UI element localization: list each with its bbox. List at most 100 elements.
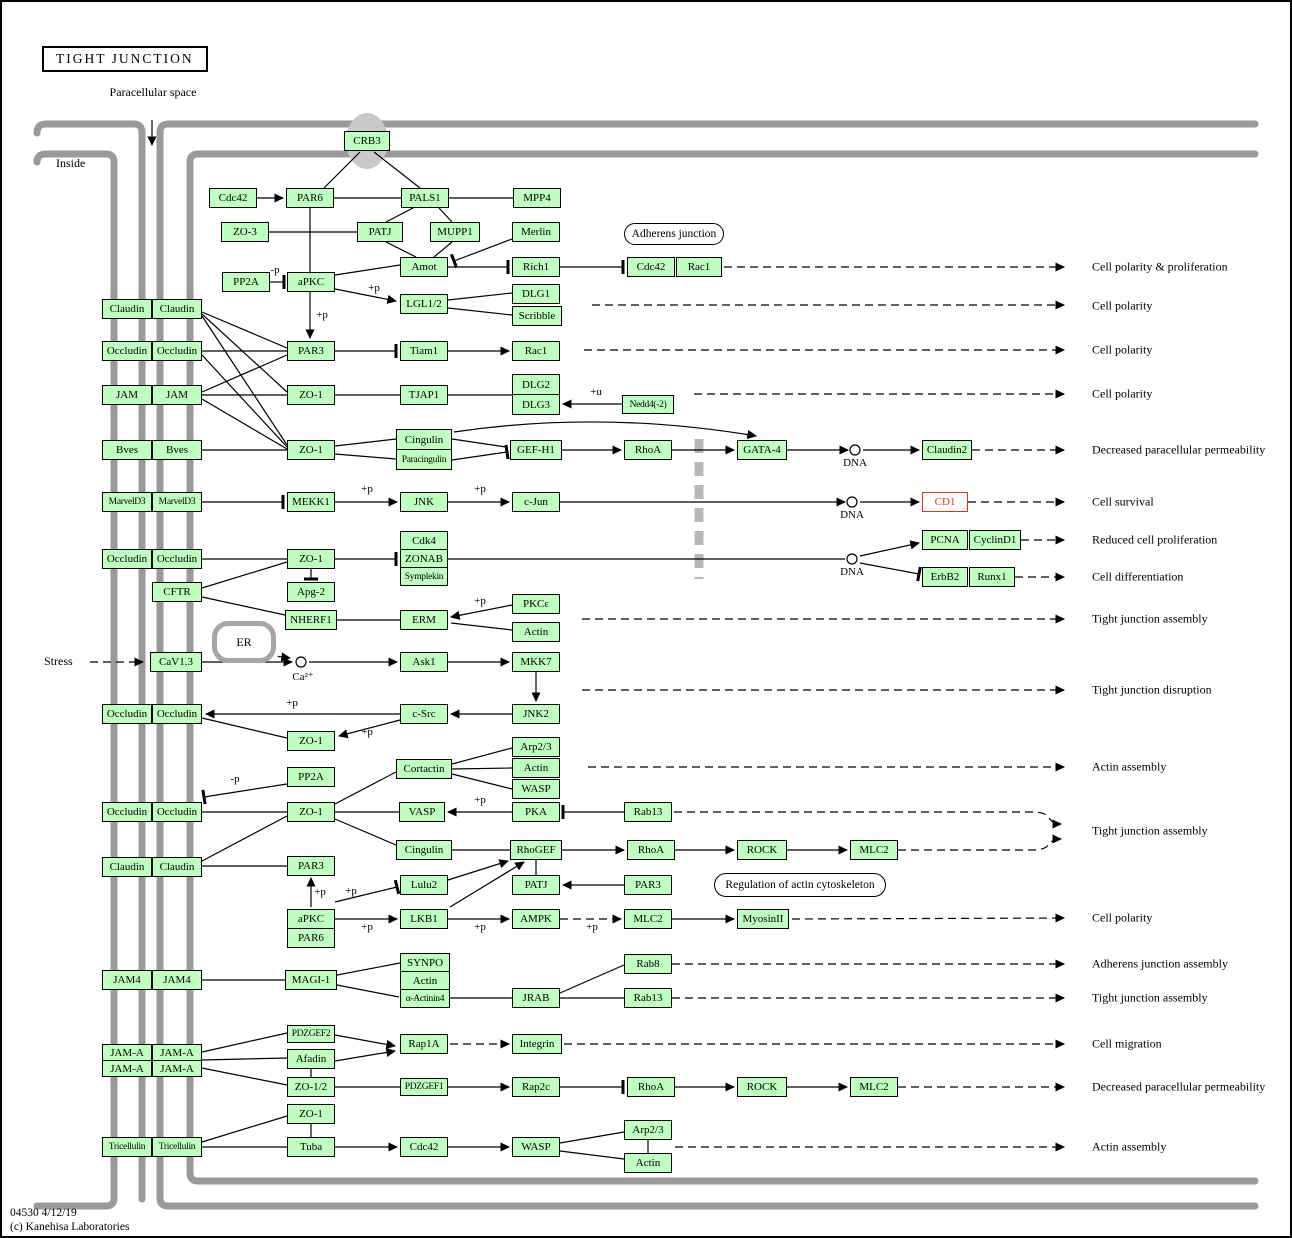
node-rich1[interactable]: Rich1 [512,257,560,277]
node-claudin[interactable]: Claudin [102,299,152,319]
node-rhogef[interactable]: RhoGEF [510,840,562,860]
node-nedd4-2[interactable]: Nedd4(-2) [622,395,674,414]
node-tiam1[interactable]: Tiam1 [400,341,448,361]
node-occludin-4[interactable]: Occludin [152,549,202,569]
node-marveld3-2[interactable]: MarvelD3 [152,492,202,512]
node-pdzgef2[interactable]: PDZGEF2 [287,1025,335,1043]
node-marveld3[interactable]: MarvelD3 [102,492,152,512]
node-afadin[interactable]: Afadin [287,1049,335,1069]
node-vasp[interactable]: VASP [399,802,445,822]
node-zo-1-3[interactable]: ZO-1 [287,549,335,569]
node-cdc42-3[interactable]: Cdc42 [400,1137,448,1157]
node-par3-3[interactable]: PAR3 [624,875,672,895]
node-regulation-of-actin-cytoskeleton[interactable]: Regulation of actin cytoskeleton [714,873,886,897]
node-dlg3[interactable]: DLG3 [512,394,560,415]
node-myosinii[interactable]: MyosinII [737,909,789,929]
node-arp2-3[interactable]: Arp2/3 [512,737,560,757]
node-crb3[interactable]: CRB3 [344,131,390,151]
node-pcna[interactable]: PCNA [922,530,968,550]
node-nherf1[interactable]: NHERF1 [285,610,337,630]
node-rap2c[interactable]: Rap2c [512,1077,560,1097]
node-jam4[interactable]: JAM4 [102,970,152,990]
node-jam-2[interactable]: JAM [152,385,202,405]
node-pals1[interactable]: PALS1 [401,188,449,208]
node-jam-a-4[interactable]: JAM-A [152,1060,202,1077]
node-rab8[interactable]: Rab8 [624,954,672,974]
node-lkb1[interactable]: LKB1 [400,909,448,929]
node-occludin-7[interactable]: Occludin [102,802,152,822]
node-jnk[interactable]: JNK [400,492,448,512]
node-rab13[interactable]: Rab13 [624,802,672,822]
node-paracingulin[interactable]: Paracingulin [396,449,452,470]
node-lgl1-2[interactable]: LGL1/2 [400,294,448,314]
node-jrab[interactable]: JRAB [512,988,560,1008]
node-rac1[interactable]: Rac1 [676,257,722,277]
node-actin-2[interactable]: Actin [512,758,560,778]
node-cdk4[interactable]: Cdk4 [400,531,448,550]
node-tuba[interactable]: Tuba [287,1137,335,1157]
node-apg-2[interactable]: Apg-2 [287,582,335,602]
node-patj[interactable]: PATJ [357,222,403,242]
node-par6-2[interactable]: PAR6 [287,928,335,948]
node-occludin-3[interactable]: Occludin [102,549,152,569]
node-actinin4[interactable]: α-Actinin4 [400,989,450,1008]
node-arp2-3-2[interactable]: Arp2/3 [624,1120,672,1140]
node-zo-1-2[interactable]: ZO-1/2 [287,1077,335,1097]
node-c-jun[interactable]: c-Jun [512,492,560,512]
node-cdc42-2[interactable]: Cdc42 [627,257,675,277]
node-cftr[interactable]: CFTR [152,582,202,602]
node-ask1[interactable]: Ask1 [400,652,448,672]
node-occludin[interactable]: Occludin [102,341,152,361]
node-pdzgef1[interactable]: PDZGEF1 [400,1078,448,1096]
node-dlg1[interactable]: DLG1 [512,284,560,304]
node-actin-4[interactable]: Actin [624,1153,672,1173]
node-zo-3[interactable]: ZO-3 [221,222,269,242]
node-jam-a-2[interactable]: JAM-A [152,1044,202,1061]
node-zo-1-5[interactable]: ZO-1 [287,802,335,822]
node-par3[interactable]: PAR3 [287,341,335,361]
node-rap1a[interactable]: Rap1A [400,1034,448,1054]
node-runx1[interactable]: Runx1 [969,567,1015,587]
node-mlc2[interactable]: MLC2 [850,840,898,860]
node-cd1[interactable]: CD1 [922,492,968,512]
node-mupp1[interactable]: MUPP1 [430,222,480,242]
node-actin-3[interactable]: Actin [400,971,450,990]
node-apkc-2[interactable]: aPKC [287,909,335,929]
node-integrin[interactable]: Integrin [512,1034,562,1054]
node-jnk2[interactable]: JNK2 [512,704,560,724]
node-rock-2[interactable]: ROCK [737,1077,787,1097]
node-rac1-2[interactable]: Rac1 [512,341,560,361]
node-mpp4[interactable]: MPP4 [513,188,561,208]
node-mkk7[interactable]: MKK7 [512,652,560,672]
node-mlc2-2[interactable]: MLC2 [624,909,672,929]
node-jam4-2[interactable]: JAM4 [152,970,202,990]
node-jam-a[interactable]: JAM-A [102,1044,152,1061]
node-claudin-3[interactable]: Claudin [102,857,152,877]
node-cyclind1[interactable]: CyclinD1 [969,530,1021,550]
node-jam-a-3[interactable]: JAM-A [102,1060,152,1077]
node-merlin[interactable]: Merlin [512,222,560,242]
node-zonab[interactable]: ZONAB [400,549,448,568]
node-occludin-5[interactable]: Occludin [102,704,152,724]
node-pp2a[interactable]: PP2A [222,272,270,292]
node-ampk[interactable]: AMPK [512,909,560,929]
node-mlc2-3[interactable]: MLC2 [850,1077,898,1097]
node-gata-4[interactable]: GATA-4 [737,440,787,460]
node-bves[interactable]: Bves [102,440,152,460]
node-cav1-3[interactable]: CaV1.3 [150,652,202,672]
node-zo-1-6[interactable]: ZO-1 [287,1104,335,1124]
node-symplekin[interactable]: Symplekin [400,567,448,586]
node-cdc42[interactable]: Cdc42 [209,188,257,208]
node-rock[interactable]: ROCK [737,840,787,860]
node-synpo[interactable]: SYNPO [400,953,450,972]
node-par6[interactable]: PAR6 [286,188,334,208]
node-magi-1[interactable]: MAGI-1 [285,970,337,990]
node-amot[interactable]: Amot [400,257,448,277]
node-rhoa-2[interactable]: RhoA [627,840,675,860]
node-pp2a-2[interactable]: PP2A [287,767,335,787]
node-claudin2[interactable]: Claudin2 [922,440,972,460]
node-cingulin[interactable]: Cingulin [396,429,452,450]
node-zo-1[interactable]: ZO-1 [287,385,335,405]
node-gef-h1[interactable]: GEF-H1 [510,440,562,460]
node-adherens-junction[interactable]: Adherens junction [624,223,724,245]
